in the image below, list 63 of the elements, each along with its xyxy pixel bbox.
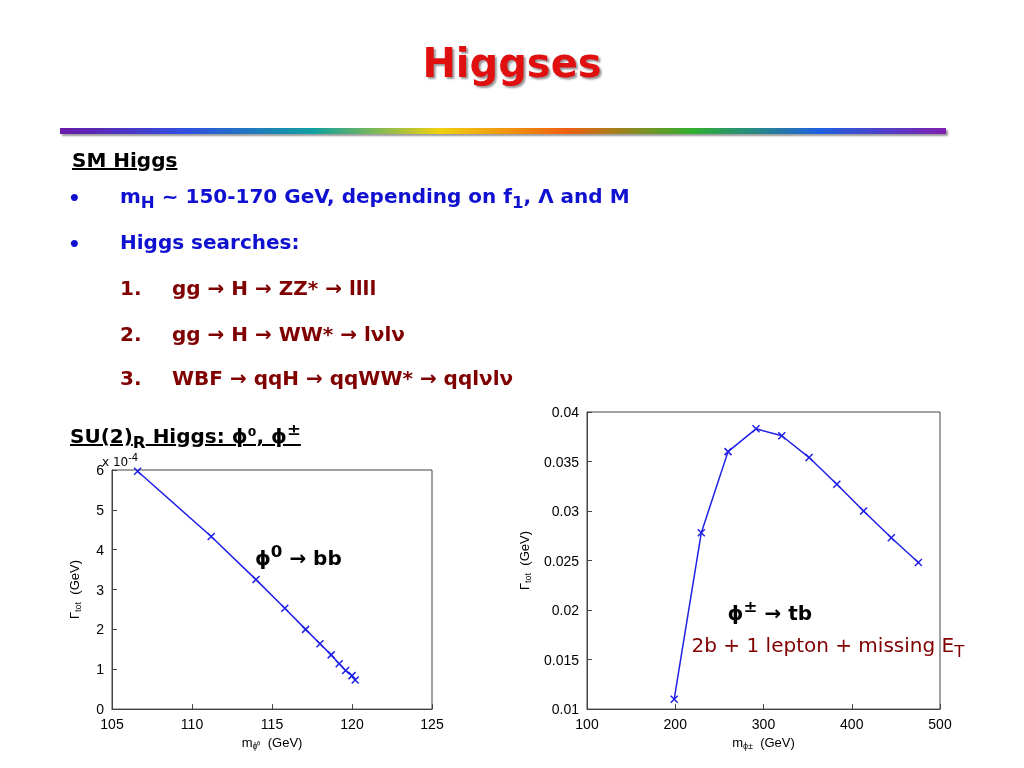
point [251, 575, 261, 584]
x-tick-label: 200 [663, 716, 688, 733]
chart-title: Higgses [421, 40, 603, 86]
point [804, 453, 814, 462]
point [315, 639, 325, 648]
x-tick-label: 400 [840, 716, 864, 733]
text: Higgs searches: [120, 230, 300, 254]
text: • [68, 186, 81, 210]
x-tick-label: 100 [575, 716, 599, 733]
annotation: 2b + 1 lepton + missing E$_{T}$ [691, 632, 965, 661]
text: 1. [120, 276, 142, 300]
y-tick-label: 0.025 [543, 552, 580, 569]
point [280, 604, 290, 613]
x-tick-label: 300 [751, 716, 776, 733]
text: • [68, 232, 81, 256]
y-tick-label: 3 [96, 581, 105, 598]
point [301, 625, 310, 634]
point [350, 675, 360, 685]
text: m$_{H}$ ~ 150-170 GeV, depending on f$_{1}$, Λ and M [120, 184, 630, 212]
x-tick-label: 115 [260, 716, 284, 733]
point [347, 671, 357, 680]
x-tick-label: 500 [928, 716, 952, 733]
point [751, 424, 761, 434]
y-tick-label: 1 [96, 661, 105, 678]
y-tick-label: 2 [96, 621, 105, 638]
point [669, 694, 679, 704]
text: WBF → qqH → qqWW* → qqlνlν [172, 366, 514, 390]
text: SU(2)$_{R}$ Higgs: ϕ⁰, ϕ$^{±}$ [70, 420, 301, 452]
point [723, 447, 733, 456]
point [697, 528, 706, 538]
y-tick-label: 0 [96, 701, 105, 718]
annotation: ϕ$^{0}$ → bb [254, 542, 342, 570]
x-tick-label: 120 [340, 716, 364, 733]
y-tick-label: 0.03 [551, 503, 580, 520]
point [334, 659, 344, 668]
point [914, 558, 923, 567]
text: SM Higgs [72, 148, 178, 172]
x-tick-label: 105 [100, 716, 124, 733]
y-axis-title: Γtot (GeV) [517, 531, 533, 591]
point [887, 533, 896, 543]
text: x 10$^{-4}$ [102, 452, 139, 469]
text: gg → H → ZZ* → llll [172, 276, 377, 300]
point [777, 431, 787, 441]
point [133, 466, 142, 476]
point [832, 480, 842, 489]
y-tick-label: 0.02 [551, 602, 580, 619]
point [206, 532, 216, 541]
y-tick-label: 0.01 [551, 701, 580, 718]
y-tick-label: 0.04 [551, 404, 580, 420]
point [859, 506, 868, 516]
annotation: ϕ$^{±}$ → tb [727, 596, 813, 625]
text: 3. [120, 366, 142, 390]
y-tick-label: 4 [96, 541, 105, 558]
y-tick-label: 5 [96, 501, 105, 518]
point [326, 650, 336, 660]
text: gg → H → WW* → lνlν [172, 322, 405, 346]
y-tick-label: 0.015 [543, 651, 580, 668]
y-tick-label: 0.035 [543, 453, 580, 470]
point [341, 666, 350, 675]
x-tick-label: 110 [180, 716, 204, 733]
text: 2. [120, 322, 142, 346]
y-axis-title: Γtot (GeV) [67, 560, 83, 620]
x-tick-label: 125 [420, 716, 444, 733]
